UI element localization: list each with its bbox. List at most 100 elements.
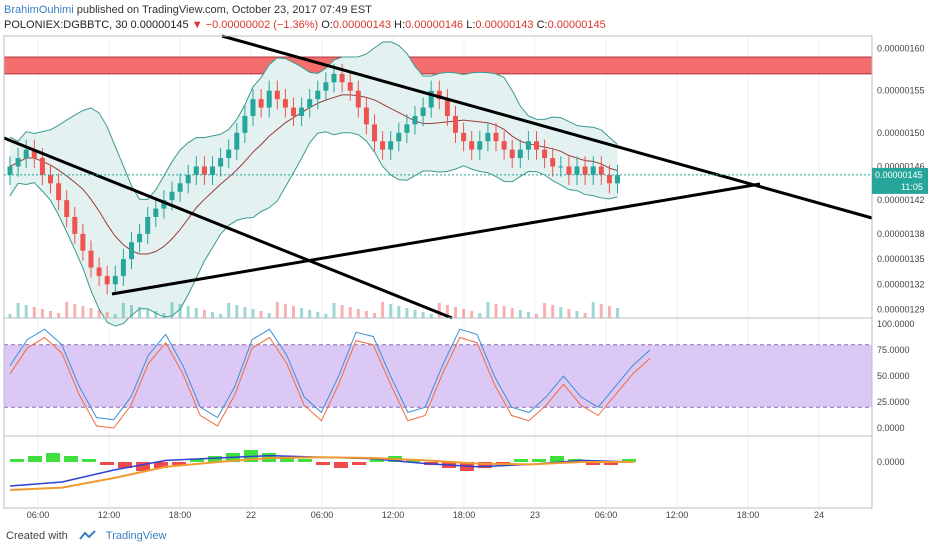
- candle-body: [193, 166, 199, 175]
- volume-bar: [16, 303, 20, 318]
- tradingview-link[interactable]: TradingView: [105, 530, 167, 542]
- candle-body: [177, 183, 183, 192]
- price-tick-label: 0.00000138: [877, 229, 925, 239]
- candle-body: [80, 233, 86, 251]
- macd-histogram-bar: [64, 456, 78, 462]
- volume-bar: [24, 305, 28, 318]
- volume-bar: [292, 306, 295, 318]
- trendlines[interactable]: [3, 34, 873, 320]
- volume-bar: [81, 306, 85, 318]
- volume-bar: [178, 304, 182, 318]
- time-tick-label: 23: [530, 510, 540, 520]
- macd-pane: [9, 450, 636, 491]
- volume-bar: [616, 308, 619, 318]
- volume-bar: [243, 307, 247, 318]
- candle-body: [250, 99, 256, 116]
- current-price-label: 0.00000145: [875, 170, 923, 180]
- macd-histogram-bar: [604, 462, 618, 465]
- candle-body: [307, 99, 313, 108]
- volume-bar: [194, 308, 198, 318]
- volume-bar: [97, 310, 101, 318]
- candle-body: [396, 132, 402, 142]
- candle-body: [347, 82, 353, 91]
- macd-histogram-bar: [172, 462, 186, 465]
- volume-bar: [40, 309, 44, 318]
- volume-bar: [356, 309, 360, 318]
- volume-bar: [105, 312, 109, 318]
- macd-histogram-bar: [514, 459, 528, 462]
- macd-histogram-bar: [100, 462, 114, 465]
- macd-histogram-bar: [550, 456, 564, 462]
- candle-body: [282, 99, 288, 108]
- price-change: −0.00000002 (−1.36%): [202, 19, 319, 31]
- volume-bar: [8, 314, 12, 318]
- volume-bar: [235, 305, 239, 318]
- candle-body: [525, 141, 531, 150]
- macd-histogram-bar: [532, 459, 546, 462]
- candle-body: [412, 115, 418, 125]
- candle-body: [48, 174, 53, 184]
- macd-histogram-bar: [280, 456, 294, 462]
- candle-body: [112, 275, 118, 285]
- volume-bar: [543, 303, 547, 318]
- candle-body: [104, 275, 110, 285]
- time-tick-label: 18:00: [453, 510, 476, 520]
- price-tick-label: 0.00000146: [877, 161, 925, 171]
- volume-bar: [146, 309, 150, 318]
- candle-body: [64, 200, 70, 217]
- volume-bar: [138, 307, 142, 318]
- macd-signal-line: [9, 456, 634, 491]
- candle-body: [509, 149, 515, 159]
- volume-bar: [89, 308, 93, 318]
- down-arrow-icon: ▼: [188, 19, 203, 31]
- candle-body: [380, 141, 386, 150]
- candle-body: [550, 158, 556, 167]
- volume-bar: [348, 307, 352, 318]
- candle-body: [566, 166, 572, 175]
- candle-body: [444, 99, 450, 116]
- resistance-zone-rect: [3, 56, 873, 75]
- candle-body: [210, 166, 215, 175]
- candle-body: [323, 82, 329, 91]
- macd-histogram-bar: [136, 462, 150, 471]
- candle-body: [137, 233, 143, 243]
- candle-body: [299, 107, 305, 116]
- volume-bar: [583, 313, 587, 318]
- candle-body: [469, 141, 475, 150]
- macd-histogram-bar: [118, 462, 132, 468]
- candle-body: [558, 166, 564, 168]
- author-link[interactable]: BrahimOuhimi: [4, 4, 74, 16]
- macd-histogram-bar: [586, 462, 600, 465]
- volume-bar: [373, 313, 376, 318]
- candle-body: [15, 158, 21, 167]
- stoch-tick-label: 75.0000: [877, 345, 910, 355]
- price-tick-label: 0.00000142: [877, 195, 925, 205]
- candle-body: [96, 267, 102, 276]
- volume-bar: [535, 314, 538, 318]
- candle-body: [542, 149, 548, 159]
- macd-histogram-bar: [190, 459, 204, 462]
- time-tick-label: 18:00: [169, 510, 192, 520]
- candle-body: [428, 90, 434, 108]
- volume-bar: [170, 302, 174, 318]
- bollinger-bands: [9, 41, 618, 327]
- candle-body: [485, 132, 491, 142]
- candle-body: [161, 200, 167, 209]
- current-price-badge: [872, 167, 928, 194]
- candle-body: [291, 107, 296, 116]
- volume-bar: [526, 312, 530, 318]
- candle-body: [56, 183, 62, 201]
- close-label: C:: [533, 19, 548, 31]
- volume-bar: [494, 304, 498, 318]
- volume-bar: [259, 311, 263, 318]
- volume-bar: [421, 312, 425, 318]
- stoch-tick-label: 25.0000: [877, 397, 910, 407]
- candle-body: [436, 90, 442, 100]
- time-tick-label: 06:00: [311, 510, 334, 520]
- open-value: 0.00000143: [332, 19, 391, 31]
- candles: [7, 63, 620, 295]
- price-tick-label: 0.00000150: [877, 128, 925, 138]
- symbol-label: POLONIEX:DGBBTC, 30: [4, 19, 128, 31]
- time-tick-label: 06:00: [27, 510, 50, 520]
